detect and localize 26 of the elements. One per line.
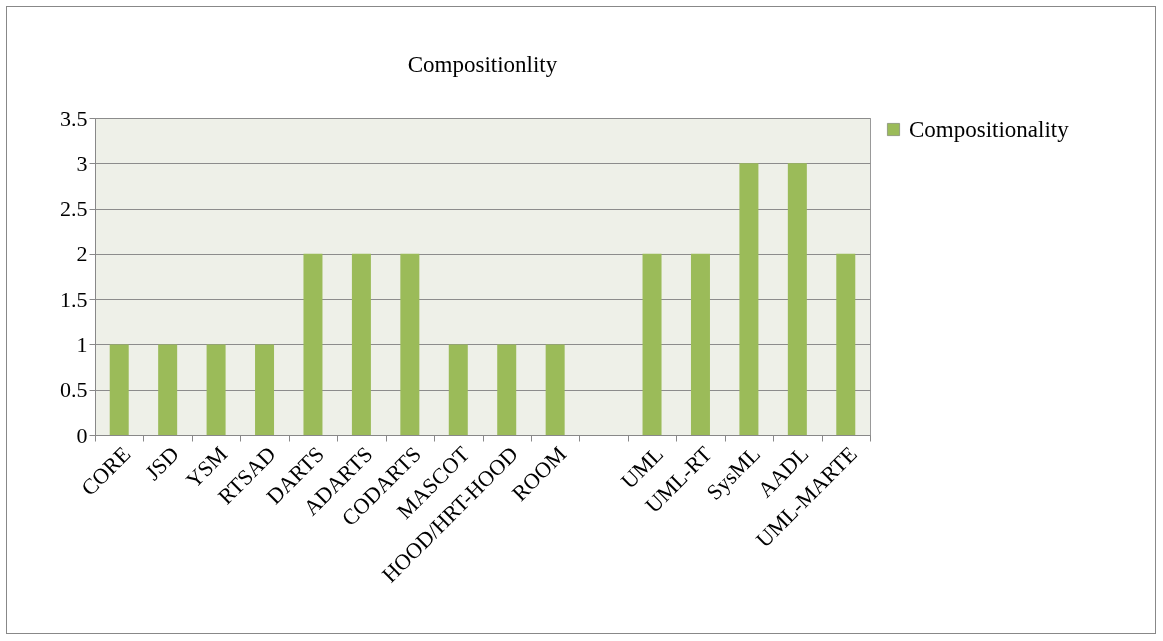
- bar: [642, 253, 662, 435]
- y-tick-label: 3.5: [60, 105, 88, 131]
- bar: [545, 344, 565, 435]
- y-tick-label: 1.5: [60, 286, 88, 312]
- y-tick-label: 0: [76, 422, 88, 448]
- y-tick-label: 0.5: [60, 377, 88, 403]
- bar: [739, 163, 759, 435]
- bar: [787, 163, 807, 435]
- bar: [206, 344, 226, 435]
- y-tick-label: 2: [76, 241, 88, 267]
- bar: [109, 344, 129, 435]
- bar: [836, 253, 856, 435]
- bar: [158, 344, 178, 435]
- legend-label: Compositionality: [909, 116, 1070, 142]
- x-tick-label: JSD: [140, 441, 184, 485]
- bar: [255, 344, 275, 435]
- y-tick-label: 2.5: [60, 196, 88, 222]
- bar: [690, 253, 710, 435]
- bar: [497, 344, 517, 435]
- chart-title: Compositionlity: [407, 52, 558, 77]
- bar: [400, 253, 420, 435]
- bar: [448, 344, 468, 435]
- y-tick-label: 3: [76, 150, 88, 176]
- bar: [351, 253, 371, 435]
- bar: [303, 253, 323, 435]
- y-tick-label: 1: [76, 331, 88, 357]
